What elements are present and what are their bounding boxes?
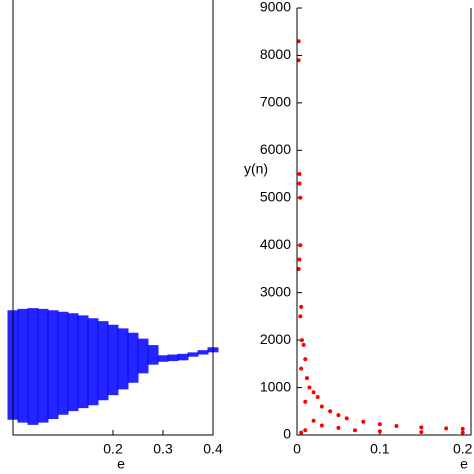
y-tick-label: 5000 xyxy=(260,188,291,204)
point xyxy=(303,399,308,404)
point xyxy=(460,430,465,435)
point xyxy=(299,304,304,309)
point xyxy=(460,426,465,431)
point xyxy=(296,266,301,271)
point xyxy=(303,357,308,362)
y-tick-label: 7000 xyxy=(260,94,291,110)
point xyxy=(315,395,320,400)
point xyxy=(328,409,333,414)
point xyxy=(419,430,424,435)
y-tick-label: 0 xyxy=(283,426,291,442)
point xyxy=(344,416,349,421)
point xyxy=(298,195,303,200)
x-tick-label: 0.1 xyxy=(370,441,390,457)
point xyxy=(298,314,303,319)
point xyxy=(311,418,316,423)
point xyxy=(361,419,366,424)
point xyxy=(419,425,424,430)
x-axis-label: e xyxy=(117,456,125,472)
x-axis-label: e xyxy=(460,456,468,472)
axes-box xyxy=(12,0,214,436)
point xyxy=(319,423,324,428)
x-tick-label: 0.3 xyxy=(153,441,173,457)
y-tick-label: 6000 xyxy=(260,141,291,157)
point xyxy=(377,429,382,434)
x-tick-label: 0 xyxy=(293,441,301,457)
y-tick-label: 9000 xyxy=(260,0,291,15)
y-tick-label: 8000 xyxy=(260,46,291,62)
axes-box xyxy=(296,8,472,436)
point xyxy=(319,404,324,409)
point xyxy=(304,376,309,381)
point xyxy=(377,422,382,427)
point xyxy=(299,430,304,435)
point xyxy=(298,243,303,248)
y-axis-label: y(n) xyxy=(244,161,268,177)
point xyxy=(297,181,302,186)
point xyxy=(301,342,306,347)
x-tick-label: 0.2 xyxy=(453,441,473,457)
y-tick-label: 1000 xyxy=(260,378,291,394)
point xyxy=(394,423,399,428)
point xyxy=(444,426,449,431)
x-tick-label: 0.4 xyxy=(203,441,223,457)
point xyxy=(299,366,304,371)
y-tick-label: 4000 xyxy=(260,236,291,252)
point xyxy=(311,390,316,395)
x-tick-label: 0.2 xyxy=(103,441,123,457)
point xyxy=(303,428,308,433)
point xyxy=(299,338,304,343)
point xyxy=(336,413,341,418)
point xyxy=(297,172,302,177)
point xyxy=(296,39,301,44)
point xyxy=(353,428,357,433)
y-tick-label: 2000 xyxy=(260,331,291,347)
point xyxy=(297,257,302,262)
point xyxy=(336,425,341,430)
y-tick-label: 3000 xyxy=(260,283,291,299)
point xyxy=(296,58,301,63)
point xyxy=(307,385,312,390)
